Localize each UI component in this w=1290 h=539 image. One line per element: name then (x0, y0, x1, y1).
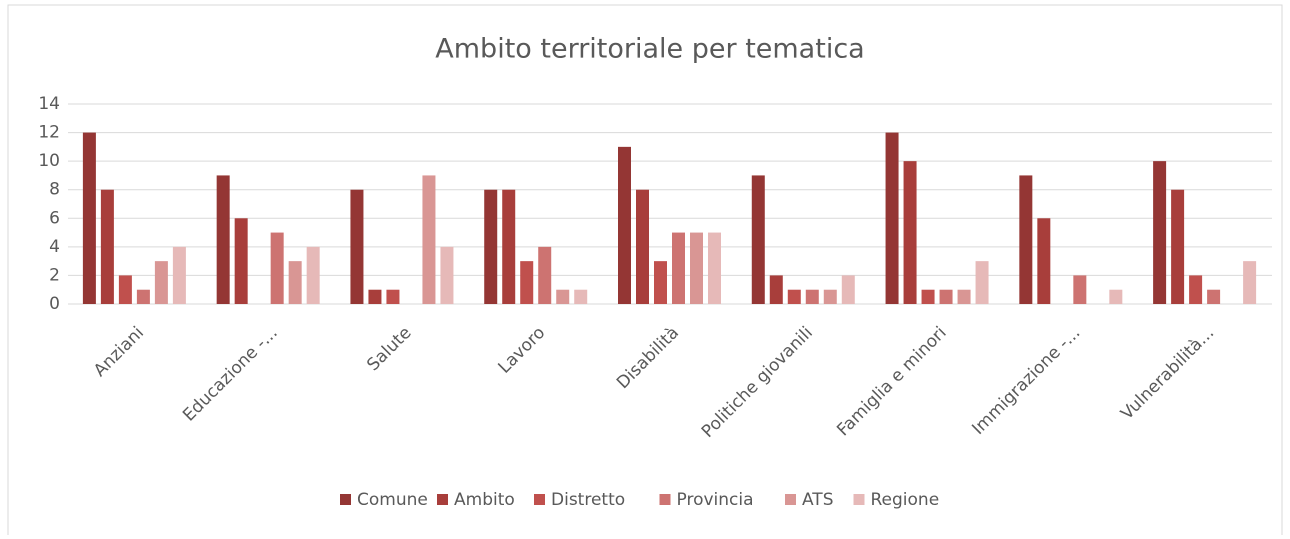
legend-label: Provincia (677, 490, 754, 510)
bar (841, 275, 855, 304)
bar (1189, 275, 1203, 304)
bar (154, 261, 168, 304)
bar (823, 289, 837, 304)
bar (306, 246, 320, 304)
bar (556, 289, 570, 304)
bar (386, 289, 400, 304)
y-tick-label: 6 (49, 208, 60, 228)
y-tick-label: 10 (38, 151, 60, 171)
bar (234, 218, 248, 304)
bar (440, 246, 454, 304)
bar (270, 232, 284, 304)
bar (957, 289, 971, 304)
bar (538, 246, 552, 304)
bar (1207, 289, 1221, 304)
legend-label: Distretto (551, 490, 625, 510)
bar (172, 246, 186, 304)
bar (1243, 261, 1257, 304)
bar (136, 289, 150, 304)
legend-label: Ambito (454, 490, 515, 510)
bar (636, 189, 649, 304)
legend-swatch (534, 494, 545, 505)
y-tick-label: 14 (38, 94, 60, 114)
bar (903, 161, 917, 304)
bar (939, 289, 953, 304)
bar (805, 289, 819, 304)
bar (502, 189, 516, 304)
bar (350, 189, 364, 304)
legend-label: ATS (802, 490, 834, 510)
bar (288, 261, 302, 304)
bar (1171, 189, 1185, 304)
bar (422, 175, 436, 304)
bar (520, 261, 534, 304)
bar (975, 261, 989, 304)
bar (1037, 218, 1051, 304)
bar (118, 275, 132, 304)
bar (1019, 175, 1033, 304)
y-tick-label: 0 (49, 294, 60, 314)
bar (787, 289, 801, 304)
legend-swatch (659, 494, 671, 505)
legend-swatch (437, 494, 448, 505)
legend-swatch (785, 494, 796, 505)
bar (885, 132, 899, 304)
chart-title: Ambito territoriale per tematica (435, 34, 864, 65)
bar (1073, 275, 1087, 304)
bar (368, 289, 382, 304)
bar (708, 232, 721, 304)
bar (574, 289, 588, 304)
legend-swatch (340, 494, 351, 505)
legend-label: Comune (357, 490, 428, 510)
bar (216, 175, 230, 304)
bar (100, 189, 114, 304)
y-tick-label: 12 (38, 123, 60, 143)
y-tick-label: 2 (49, 265, 60, 285)
y-tick-label: 4 (49, 237, 60, 257)
bar (654, 261, 667, 304)
legend-swatch (853, 494, 865, 505)
bar (484, 189, 498, 304)
bar (769, 275, 783, 304)
bar (921, 289, 935, 304)
bar (751, 175, 765, 304)
bar (618, 146, 631, 304)
y-tick-label: 8 (49, 180, 60, 200)
bar (1109, 289, 1123, 304)
legend-label: Regione (871, 490, 940, 510)
bar (1153, 161, 1167, 304)
bar (672, 232, 685, 304)
bar (82, 132, 96, 304)
bar (690, 232, 703, 304)
